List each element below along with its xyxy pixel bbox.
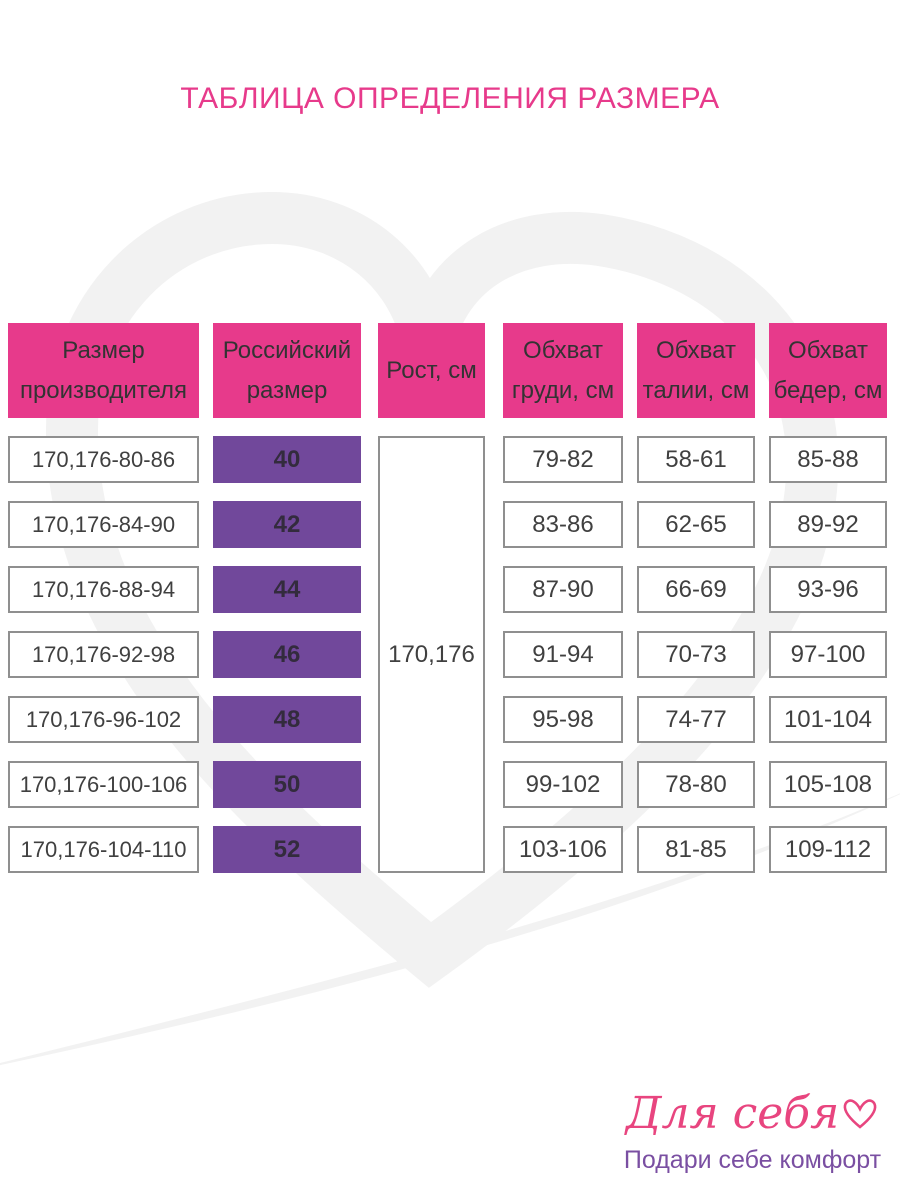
header-height: Рост, см (378, 323, 485, 418)
column-height: Рост, см 170,176 (378, 323, 485, 891)
page-title: ТАБЛИЦА ОПРЕДЕЛЕНИЯ РАЗМЕРА (180, 82, 720, 115)
table-cell: 170,176-80-86 (8, 436, 199, 483)
table-cell: 52 (213, 826, 361, 873)
table-cell: 79-82 (503, 436, 623, 483)
table-cell: 87-90 (503, 566, 623, 613)
table-cell: 85-88 (769, 436, 887, 483)
table-cell: 170,176-100-106 (8, 761, 199, 808)
brand-name-text: Для себя (625, 1088, 840, 1139)
table-cell: 93-96 (769, 566, 887, 613)
table-cell-height-merged: 170,176 (378, 436, 485, 873)
column-chest: Обхват груди, см 79-82 83-86 87-90 91-94… (503, 323, 623, 891)
table-cell: 170,176-92-98 (8, 631, 199, 678)
logo-heart-icon (843, 1099, 877, 1129)
header-manufacturer-size: Размер производителя (8, 323, 199, 418)
table-cell: 50 (213, 761, 361, 808)
header-chest: Обхват груди, см (503, 323, 623, 418)
table-cell: 170,176-96-102 (8, 696, 199, 743)
brand-tagline: Подари себе комфорт (623, 1146, 882, 1174)
table-cell: 48 (213, 696, 361, 743)
table-cell: 70-73 (637, 631, 755, 678)
table-cell: 101-104 (769, 696, 887, 743)
header-russian-size: Российский размер (213, 323, 361, 418)
brand-logo: Для себя Подари себе комфорт (620, 1090, 885, 1175)
table-cell: 62-65 (637, 501, 755, 548)
table-cell: 103-106 (503, 826, 623, 873)
table-cell: 58-61 (637, 436, 755, 483)
table-cell: 83-86 (503, 501, 623, 548)
header-waist: Обхват талии, см (637, 323, 755, 418)
table-cell: 109-112 (769, 826, 887, 873)
table-cell: 42 (213, 501, 361, 548)
brand-name: Для себя (620, 1090, 885, 1138)
table-cell: 91-94 (503, 631, 623, 678)
column-russian-size: Российский размер 40 42 44 46 48 50 52 (213, 323, 361, 891)
column-hips: Обхват бедер, см 85-88 89-92 93-96 97-10… (769, 323, 887, 891)
table-cell: 89-92 (769, 501, 887, 548)
table-cell: 170,176-104-110 (8, 826, 199, 873)
column-waist: Обхват талии, см 58-61 62-65 66-69 70-73… (637, 323, 755, 891)
table-cell: 170,176-88-94 (8, 566, 199, 613)
table-cell: 44 (213, 566, 361, 613)
table-cell: 74-77 (637, 696, 755, 743)
table-cell: 81-85 (637, 826, 755, 873)
table-cell: 105-108 (769, 761, 887, 808)
table-cell: 78-80 (637, 761, 755, 808)
column-manufacturer-size: Размер производителя 170,176-80-86 170,1… (8, 323, 199, 891)
table-cell: 66-69 (637, 566, 755, 613)
table-cell: 170,176-84-90 (8, 501, 199, 548)
table-cell: 46 (213, 631, 361, 678)
table-cell: 40 (213, 436, 361, 483)
table-cell: 99-102 (503, 761, 623, 808)
table-cell: 97-100 (769, 631, 887, 678)
table-cell: 95-98 (503, 696, 623, 743)
header-hips: Обхват бедер, см (769, 323, 887, 418)
